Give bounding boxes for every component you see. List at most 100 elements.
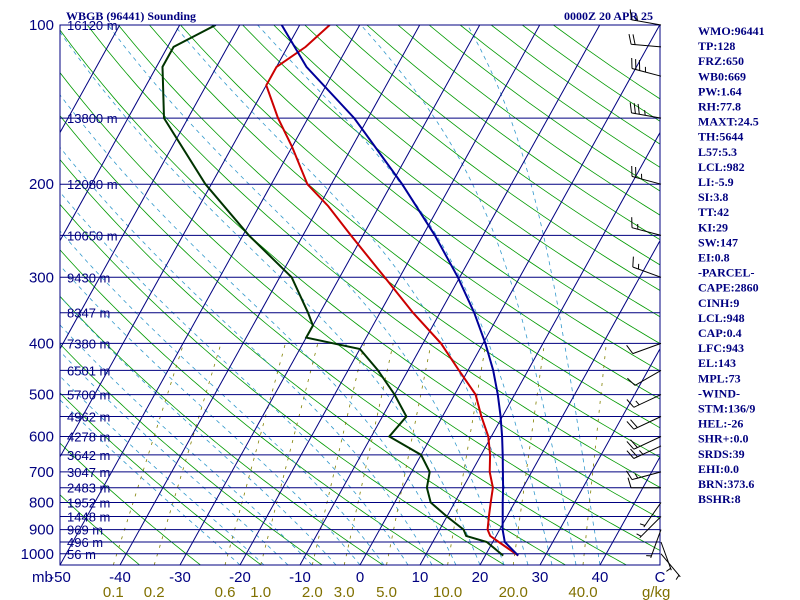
wind-barb — [631, 57, 662, 77]
temperature-tick-label: -50 — [49, 569, 71, 586]
wind-barb-feather — [632, 34, 636, 45]
moist-adiabat — [173, 25, 529, 565]
wind-barb-staff — [632, 266, 662, 278]
wind-barb-staff — [631, 175, 662, 185]
wind-barb-feather — [630, 448, 638, 458]
index-item: WMO:96441 — [698, 24, 765, 38]
wind-barb-staff — [633, 436, 662, 450]
mixing-ratio-tick-label: 0.1 — [103, 584, 124, 600]
wind-barb — [627, 369, 662, 386]
mixing-ratio-tick-label: 0.2 — [144, 584, 165, 600]
temperature-tick-label: -20 — [229, 569, 251, 586]
mixing-ratio-tick-label: 5.0 — [376, 584, 397, 600]
wind-barb — [629, 102, 662, 119]
wind-barb — [646, 529, 662, 558]
temperature-tick-label: 0 — [356, 569, 364, 586]
height-label: 6501 m — [67, 363, 110, 378]
wind-barb-staff — [633, 416, 662, 430]
wind-barb — [626, 394, 662, 408]
index-item: STM:136/9 — [698, 402, 755, 416]
dry-adiabat — [60, 115, 627, 565]
index-item: WB0:669 — [698, 69, 746, 83]
height-label: 4278 m — [67, 430, 110, 445]
pressure-tick-label: 500 — [29, 387, 54, 404]
moist-adiabat — [60, 350, 289, 565]
wind-barb-staff — [632, 342, 662, 355]
moist-adiabat — [107, 25, 505, 565]
height-label: 16120 m — [67, 18, 118, 33]
height-label: 8347 m — [67, 306, 110, 321]
wind-barb — [626, 470, 662, 481]
wind-barb-feather — [627, 477, 632, 488]
height-label: 13800 m — [67, 111, 118, 126]
mixing-ratio-line — [582, 343, 607, 565]
wind-barb — [629, 9, 662, 26]
dry-adiabat — [149, 25, 660, 429]
pressure-tick-label: 300 — [29, 269, 54, 286]
wind-barb-half-feather — [639, 523, 646, 526]
dry-adiabat — [60, 203, 505, 565]
mixing-ratio-line — [512, 343, 545, 565]
index-item: FRZ:650 — [698, 54, 744, 68]
dry-adiabat — [86, 25, 660, 488]
height-label: 3642 m — [67, 448, 110, 463]
moist-adiabat — [60, 264, 361, 565]
wind-barb-staff — [643, 502, 662, 528]
isotherm — [359, 25, 660, 565]
wind-barb — [626, 416, 662, 430]
wind-barb-feather — [637, 103, 640, 115]
height-label: 4962 m — [67, 410, 110, 425]
wind-barb-feather — [626, 441, 635, 450]
index-item: CAP:0.4 — [698, 326, 742, 340]
mixing-ratio-tick-label: 2.0 — [302, 584, 323, 600]
index-item: BRN:373.6 — [698, 477, 754, 491]
parcel-profile — [280, 25, 519, 557]
wind-barb — [632, 256, 662, 278]
height-label: 12080 m — [67, 177, 118, 192]
pressure-tick-label: 100 — [29, 17, 54, 34]
dry-adiabat — [60, 295, 384, 565]
mixing-ratio-line — [153, 343, 222, 565]
mixing-ratio-tick-label: 40.0 — [568, 584, 597, 600]
pressure-tick-label: 800 — [29, 495, 54, 512]
dewpoint-profile — [161, 25, 504, 557]
height-label: 969 m — [67, 523, 103, 538]
wind-barb — [626, 342, 662, 355]
index-item: RH:77.8 — [698, 100, 741, 114]
wind-barb-feather — [629, 9, 632, 20]
wind-barb-feather — [626, 399, 635, 408]
isotherm — [479, 239, 660, 565]
index-item: LFC:943 — [698, 341, 744, 355]
index-item: LCL:948 — [698, 311, 745, 325]
pressure-tick-label: 700 — [29, 464, 54, 481]
temperature-tick-label: -40 — [109, 569, 131, 586]
index-item: SW:147 — [698, 235, 738, 249]
mixing-ratio-tick-label: 1.0 — [250, 584, 271, 600]
wind-barb-feather — [629, 102, 632, 113]
moist-adiabat — [60, 295, 337, 565]
temperature-tick-label: -10 — [289, 569, 311, 586]
plot-frame — [59, 24, 661, 566]
height-label: 1952 m — [67, 496, 110, 511]
index-item: SI:3.8 — [698, 190, 728, 204]
mixing-ratio-line — [112, 343, 184, 565]
wind-barb — [660, 541, 672, 572]
wind-barb-feather — [626, 345, 634, 354]
dry-adiabat — [522, 25, 660, 122]
dry-adiabat — [60, 343, 323, 565]
dry-adiabat — [180, 25, 660, 400]
wind-barb-half-feather — [675, 574, 680, 580]
wind-barb-staff — [633, 445, 662, 459]
mixing-ratio-line — [386, 343, 432, 565]
pressure-tick-label: 1000 — [21, 546, 54, 563]
dry-adiabat — [553, 25, 660, 100]
moist-adiabat — [360, 25, 577, 565]
dry-adiabat — [60, 72, 660, 551]
wind-barb-half-feather — [635, 400, 640, 406]
isotherm — [60, 25, 241, 350]
isotherm — [179, 25, 481, 565]
index-item: EI:0.8 — [698, 251, 730, 265]
moist-adiabat — [60, 146, 433, 565]
temperature-tick-label: 40 — [592, 569, 609, 586]
wind-barb-half-feather — [634, 473, 639, 479]
